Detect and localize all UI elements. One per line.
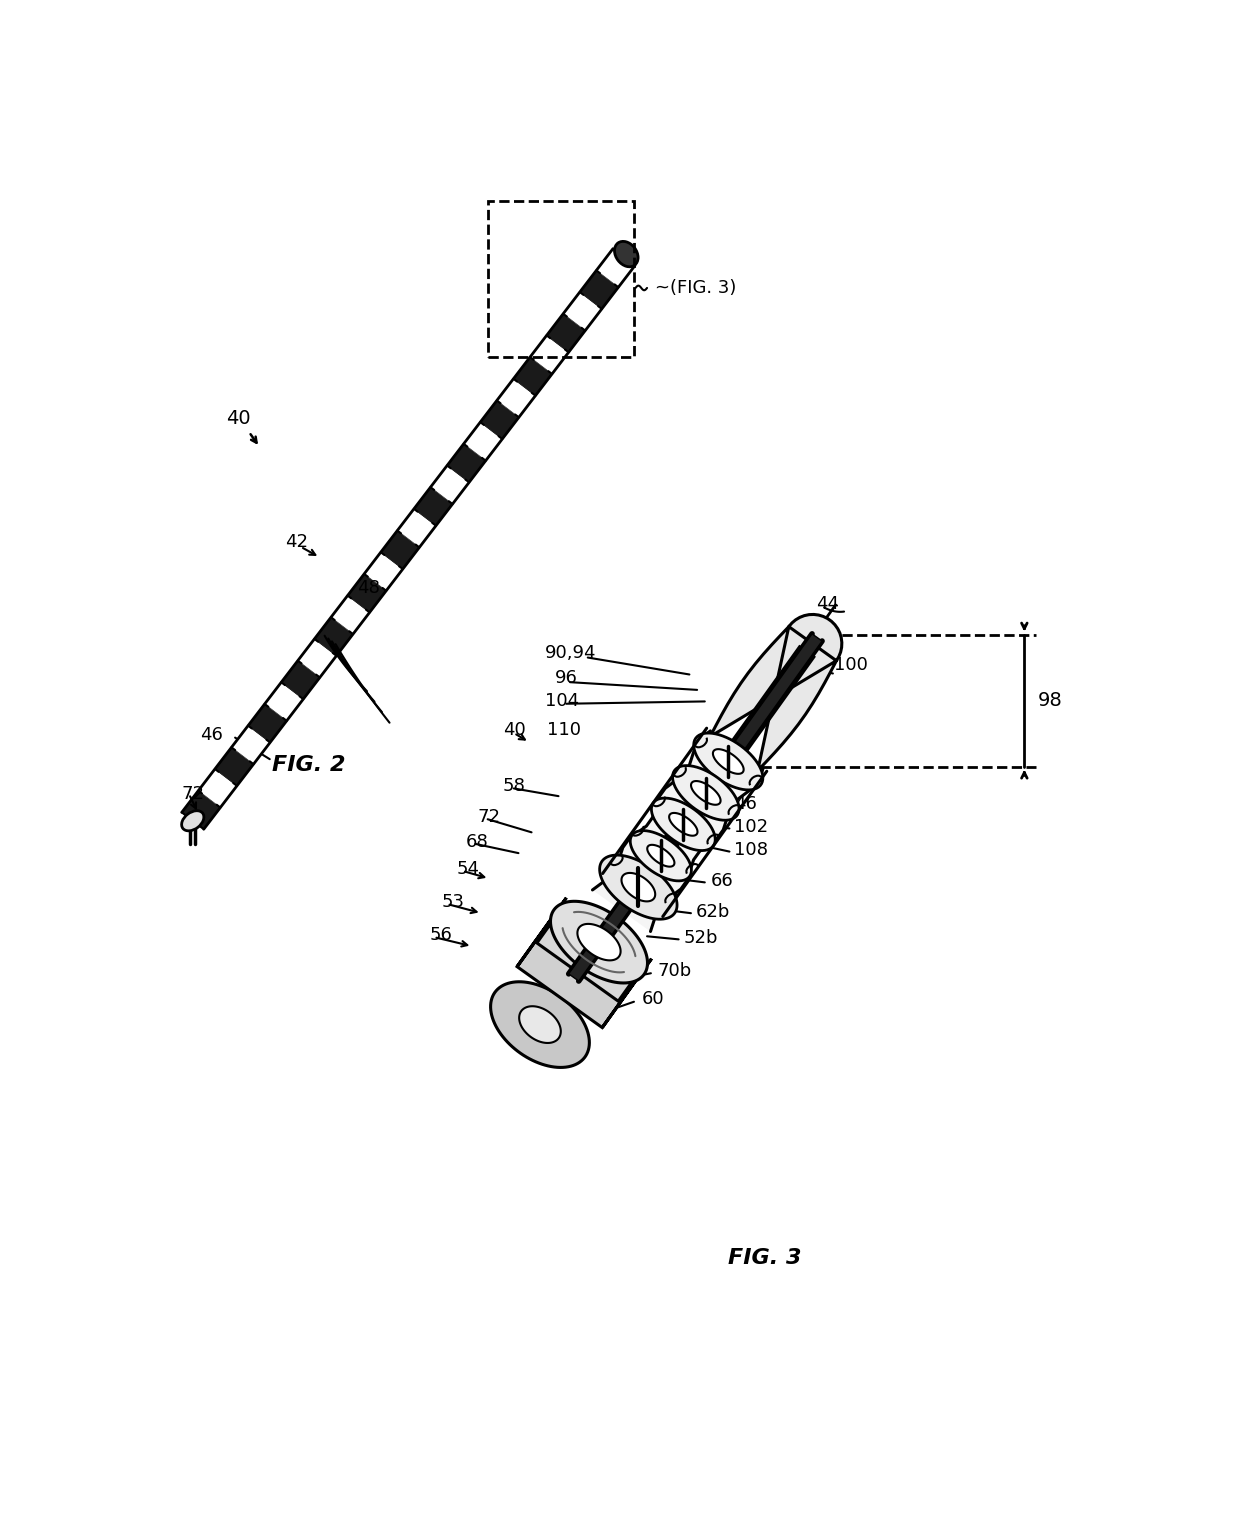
Text: 68: 68 (466, 833, 489, 851)
Polygon shape (593, 731, 763, 931)
Polygon shape (448, 444, 486, 483)
Text: FIG. 3: FIG. 3 (728, 1248, 801, 1269)
Text: 110: 110 (547, 721, 582, 739)
Polygon shape (651, 798, 715, 851)
Polygon shape (520, 1007, 560, 1043)
Text: 46: 46 (201, 725, 223, 743)
Bar (487, 201, 634, 357)
Polygon shape (480, 401, 518, 439)
Text: 56: 56 (429, 925, 453, 943)
Text: 72: 72 (181, 784, 205, 802)
Polygon shape (691, 781, 720, 805)
Text: 40: 40 (226, 409, 250, 428)
Text: 48: 48 (357, 580, 379, 597)
Polygon shape (215, 748, 253, 786)
Text: 58: 58 (503, 777, 526, 795)
Polygon shape (381, 530, 419, 569)
Polygon shape (232, 725, 270, 765)
Polygon shape (580, 271, 619, 309)
Text: 40: 40 (503, 721, 526, 739)
Polygon shape (672, 766, 739, 821)
Polygon shape (711, 615, 842, 771)
Text: 108: 108 (734, 842, 768, 858)
Polygon shape (331, 595, 370, 634)
Text: 62b: 62b (696, 902, 730, 921)
Polygon shape (513, 357, 552, 395)
Polygon shape (551, 901, 647, 983)
Polygon shape (281, 660, 320, 699)
Text: 42: 42 (285, 533, 309, 551)
Polygon shape (522, 925, 631, 1022)
Polygon shape (491, 981, 589, 1067)
Polygon shape (596, 248, 635, 288)
Text: 66: 66 (711, 872, 734, 890)
Polygon shape (547, 313, 585, 353)
Polygon shape (713, 749, 744, 774)
Polygon shape (347, 574, 386, 613)
Polygon shape (430, 465, 469, 504)
Polygon shape (365, 553, 403, 590)
Text: 70b: 70b (657, 961, 692, 980)
Text: 104: 104 (544, 692, 579, 710)
Polygon shape (693, 733, 763, 790)
Text: FIG. 2: FIG. 2 (272, 755, 346, 775)
Text: 90,94: 90,94 (544, 643, 596, 662)
Polygon shape (414, 488, 453, 525)
Polygon shape (517, 942, 620, 1028)
Text: 53: 53 (441, 893, 465, 910)
Polygon shape (298, 639, 336, 677)
Polygon shape (198, 769, 237, 807)
Polygon shape (603, 958, 651, 1028)
Polygon shape (315, 618, 353, 656)
Polygon shape (464, 422, 502, 460)
Polygon shape (517, 898, 567, 966)
Polygon shape (600, 855, 677, 919)
Text: 54: 54 (456, 860, 480, 878)
Text: 102: 102 (734, 818, 769, 836)
Text: 98: 98 (1038, 690, 1063, 710)
Ellipse shape (181, 810, 203, 831)
Polygon shape (182, 790, 221, 830)
Polygon shape (397, 509, 436, 548)
Polygon shape (578, 924, 620, 960)
Polygon shape (647, 845, 675, 866)
Text: 60: 60 (641, 990, 665, 1008)
Polygon shape (264, 683, 304, 721)
Text: 72: 72 (477, 808, 501, 827)
Polygon shape (569, 634, 822, 981)
Text: 52b: 52b (683, 928, 718, 946)
Polygon shape (497, 378, 536, 418)
Ellipse shape (615, 241, 639, 266)
Polygon shape (670, 813, 697, 836)
Text: 46: 46 (734, 795, 756, 813)
Text: 44: 44 (816, 595, 839, 613)
Polygon shape (630, 831, 692, 881)
Polygon shape (732, 646, 815, 751)
Polygon shape (621, 874, 655, 901)
Text: 96: 96 (554, 669, 578, 687)
Polygon shape (529, 336, 569, 374)
Text: ~(FIG. 3): ~(FIG. 3) (655, 279, 737, 297)
Polygon shape (563, 292, 601, 330)
Text: 100: 100 (835, 656, 868, 674)
Polygon shape (248, 704, 286, 742)
